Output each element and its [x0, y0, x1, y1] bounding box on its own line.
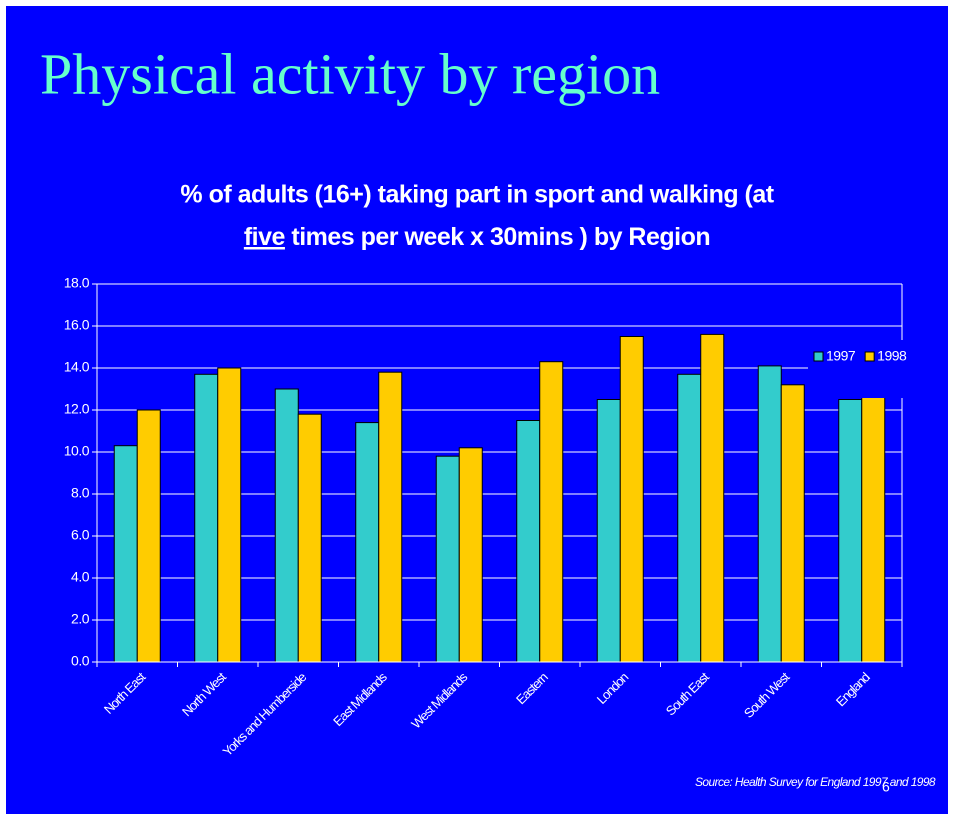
bar	[136, 409, 161, 663]
y-tick-label: 6.0	[71, 527, 90, 543]
bar	[297, 413, 322, 663]
bar	[780, 384, 805, 663]
subtitle-rest: times per week x 30mins ) by Region	[285, 223, 710, 251]
bar	[619, 336, 644, 663]
source-note: Source: Health Survey for England 1997 a…	[695, 775, 936, 789]
y-tick-label: 4.0	[71, 569, 90, 585]
bar	[378, 371, 403, 663]
bar	[458, 447, 483, 663]
y-tick-label: 0.0	[71, 653, 90, 669]
y-tick-label: 18.0	[64, 275, 90, 291]
legend: 1997 1998	[808, 340, 934, 398]
y-tick-label: 16.0	[64, 317, 90, 333]
bar	[274, 388, 299, 663]
bar	[435, 455, 460, 663]
bar	[700, 333, 725, 663]
bar	[539, 361, 564, 663]
y-tick-label: 10.0	[64, 443, 90, 459]
bar	[516, 420, 541, 663]
subtitle-line: % of adults (16+) taking part in sport a…	[180, 181, 774, 209]
legend-swatch	[864, 351, 875, 362]
bar	[677, 373, 702, 663]
bar	[355, 422, 380, 663]
subtitle-line: five times per week x 30mins ) by Region	[244, 223, 710, 251]
legend-label: 1997	[826, 348, 856, 364]
bar	[838, 399, 863, 663]
y-tick-label: 8.0	[71, 485, 90, 501]
legend-label: 1998	[877, 348, 907, 364]
bar	[194, 373, 219, 663]
slide-title: Physical activity by region	[40, 41, 660, 106]
bar	[861, 375, 886, 663]
legend-swatch	[813, 351, 824, 362]
bar	[757, 365, 782, 663]
subtitle-emphasis: five	[244, 223, 286, 251]
y-tick-label: 14.0	[64, 359, 90, 375]
bar	[596, 399, 621, 663]
y-tick-label: 2.0	[71, 611, 90, 627]
y-tick-label: 12.0	[64, 401, 90, 417]
bar	[113, 445, 138, 663]
bar	[217, 367, 242, 663]
legend-box	[808, 340, 934, 398]
page-number: 6	[882, 779, 890, 795]
